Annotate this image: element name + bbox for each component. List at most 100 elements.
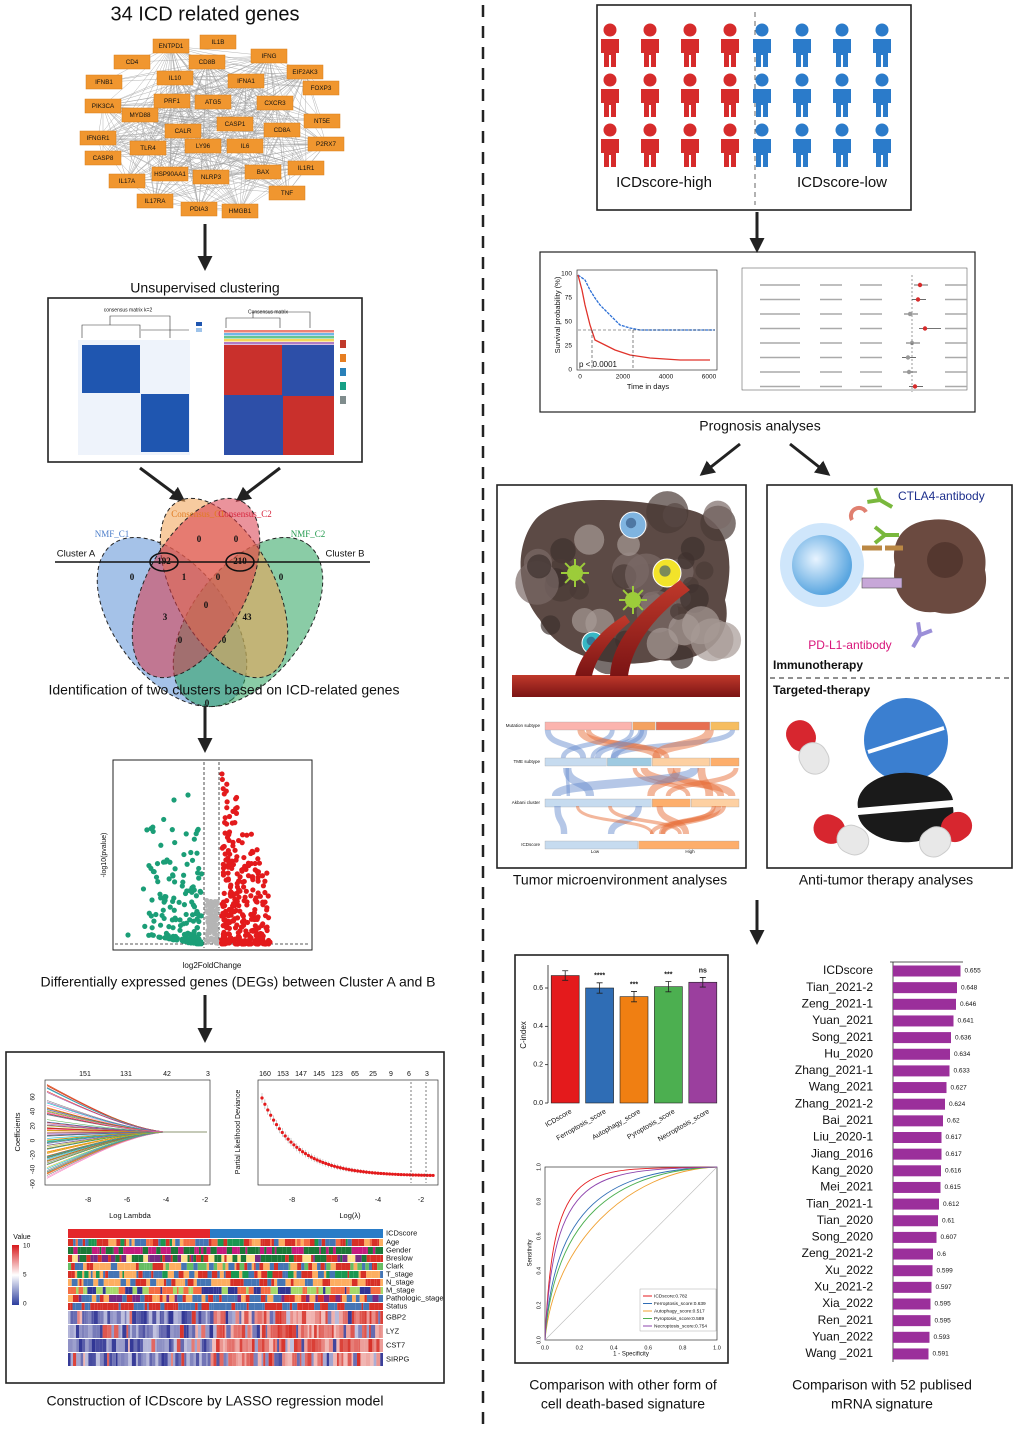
cell bbox=[190, 1247, 195, 1254]
cell bbox=[297, 1303, 303, 1310]
cell bbox=[227, 1339, 229, 1352]
cell bbox=[254, 1263, 256, 1270]
category-label: Jiang_2016 bbox=[811, 1146, 873, 1160]
cell bbox=[68, 1247, 70, 1254]
cell bbox=[321, 1247, 324, 1254]
cell bbox=[284, 1311, 286, 1324]
cell bbox=[312, 1263, 317, 1270]
cell bbox=[381, 1287, 383, 1294]
cell bbox=[131, 1271, 133, 1278]
cell bbox=[89, 1303, 91, 1310]
person-body bbox=[641, 39, 659, 67]
cell bbox=[318, 1279, 323, 1286]
cell bbox=[249, 1303, 254, 1310]
cell bbox=[175, 1263, 181, 1270]
cell bbox=[101, 1287, 103, 1294]
cell bbox=[121, 1255, 126, 1262]
cell bbox=[164, 1303, 167, 1310]
cell bbox=[358, 1339, 360, 1352]
cell bbox=[252, 1239, 255, 1246]
cell bbox=[79, 1279, 81, 1286]
heatmap-block bbox=[224, 345, 282, 395]
category-label: Yuan_2021 bbox=[812, 1013, 873, 1027]
cell bbox=[299, 1295, 302, 1302]
cell bbox=[355, 1255, 361, 1262]
cell bbox=[267, 1271, 272, 1278]
estimate bbox=[923, 326, 927, 330]
gene-label: PIK3CA bbox=[92, 103, 115, 110]
set-label: Consensus_C1 bbox=[171, 509, 225, 519]
cell bbox=[299, 1247, 304, 1254]
cell bbox=[252, 1339, 255, 1352]
point bbox=[147, 911, 152, 916]
value-label: 0.636 bbox=[955, 1034, 972, 1041]
cell bbox=[212, 1303, 214, 1310]
point bbox=[298, 1148, 301, 1151]
cell bbox=[341, 1279, 346, 1286]
cell bbox=[250, 1295, 255, 1302]
person-head bbox=[724, 74, 737, 87]
cell bbox=[352, 1311, 354, 1324]
cell bbox=[82, 1255, 86, 1262]
gene-label: TLR4 bbox=[140, 145, 156, 152]
legend-swatch bbox=[196, 328, 202, 332]
cell bbox=[89, 1239, 92, 1246]
cell bbox=[173, 1311, 177, 1324]
legend-tick: 0 bbox=[23, 1301, 27, 1308]
antibody bbox=[867, 488, 896, 514]
axis-label: 1 - Specificity bbox=[613, 1352, 649, 1358]
cell bbox=[208, 1255, 214, 1262]
cell bbox=[234, 1279, 240, 1286]
cell bbox=[168, 1303, 174, 1310]
caption: Tumor microenvironment analyses bbox=[513, 872, 727, 888]
cell bbox=[233, 1255, 238, 1262]
cell bbox=[352, 1279, 358, 1286]
cell bbox=[330, 1239, 336, 1246]
point bbox=[198, 889, 203, 894]
cell bbox=[149, 1303, 153, 1310]
pill-half bbox=[858, 773, 953, 808]
point bbox=[248, 941, 253, 946]
legend-swatch bbox=[340, 396, 346, 404]
cell bbox=[181, 1353, 184, 1366]
cell bbox=[149, 1325, 152, 1338]
cell bbox=[216, 1339, 220, 1352]
cell bbox=[135, 1239, 141, 1246]
cell bbox=[174, 1247, 178, 1254]
point bbox=[155, 879, 160, 884]
cell bbox=[372, 1339, 374, 1352]
cell bbox=[235, 1339, 237, 1352]
cell bbox=[114, 1279, 120, 1286]
cell bbox=[191, 1339, 194, 1352]
point bbox=[227, 829, 232, 834]
cell bbox=[266, 1325, 268, 1338]
cell bbox=[228, 1295, 233, 1302]
point bbox=[236, 887, 241, 892]
top-tick: 3 bbox=[206, 1071, 210, 1078]
cell bbox=[326, 1247, 329, 1254]
point bbox=[241, 866, 246, 871]
gene-label: FOXP3 bbox=[311, 85, 332, 92]
cell bbox=[298, 1311, 302, 1324]
cell bbox=[90, 1303, 94, 1310]
cell bbox=[223, 1311, 226, 1324]
point bbox=[161, 908, 166, 913]
cell bbox=[324, 1295, 329, 1302]
cell bbox=[304, 1339, 307, 1352]
cell bbox=[334, 1325, 336, 1338]
cell bbox=[282, 1271, 285, 1278]
cell bbox=[156, 1279, 158, 1286]
point bbox=[227, 939, 232, 944]
cell bbox=[235, 1311, 239, 1324]
person-head bbox=[876, 74, 889, 87]
cell bbox=[220, 1271, 224, 1278]
top-tick: 160 bbox=[259, 1071, 271, 1078]
cell bbox=[211, 1247, 217, 1254]
person-body bbox=[873, 139, 891, 167]
cell bbox=[220, 1303, 225, 1310]
cell bbox=[237, 1255, 240, 1262]
cell bbox=[321, 1339, 325, 1352]
cell bbox=[195, 1325, 198, 1338]
bar bbox=[893, 1199, 939, 1210]
x-tick-label: -4 bbox=[375, 1197, 381, 1204]
